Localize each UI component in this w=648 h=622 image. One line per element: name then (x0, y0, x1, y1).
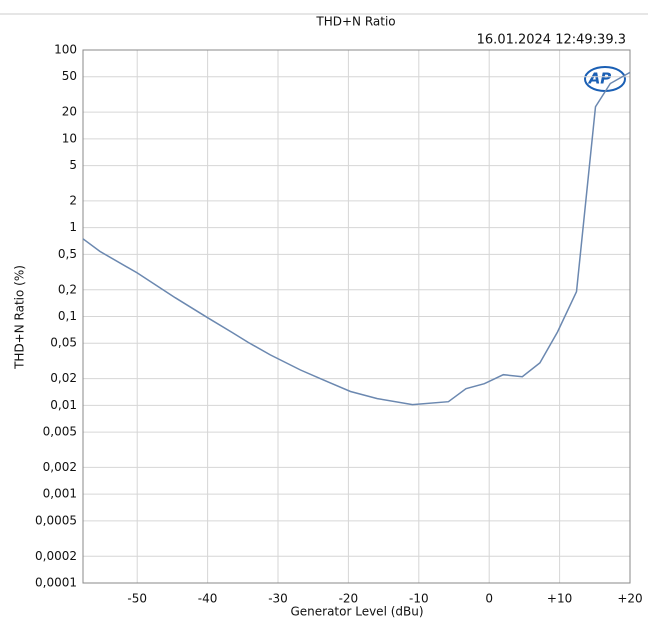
y-tick-label: 0,0001 (35, 576, 77, 590)
y-tick-label: 1 (69, 220, 77, 234)
data-line (82, 71, 631, 406)
plot-frame (82, 49, 631, 584)
y-tick-label: 0,005 (43, 425, 77, 439)
y-tick-label: 0,1 (58, 309, 77, 323)
y-tick-label: 0,0002 (35, 549, 77, 563)
y-tick-label: 0,5 (58, 247, 77, 261)
y-tick-label: 2 (69, 193, 77, 207)
y-axis-label: THD+N Ratio (%) (13, 265, 27, 370)
x-axis-label: Generator Level (dBu) (290, 605, 423, 619)
x-tick-label: -10 (409, 592, 429, 606)
x-tick-label: +10 (547, 592, 572, 606)
y-tick-label: 100 (54, 43, 77, 57)
y-tick-label: 0,0005 (35, 513, 77, 527)
x-tick-label: -30 (268, 592, 288, 606)
chart-title: THD+N Ratio (315, 15, 395, 29)
y-tick-label: 50 (62, 69, 77, 83)
y-tick-label: 5 (69, 158, 77, 172)
y-tick-label: 0,001 (43, 487, 77, 501)
y-tick-label: 0,02 (50, 371, 77, 385)
x-tick-label: -50 (127, 592, 147, 606)
y-tick-label: 20 (62, 105, 77, 119)
timestamp: 16.01.2024 12:49:39.3 (477, 33, 626, 48)
y-tick-label: 0,2 (58, 282, 77, 296)
y-tick-label: 0,002 (43, 460, 77, 474)
y-tick-label: 0,05 (50, 336, 77, 350)
logo-text: AP (588, 70, 612, 88)
x-tick-label: -40 (198, 592, 218, 606)
x-tick-label: -20 (339, 592, 359, 606)
y-tick-label: 0,01 (50, 398, 77, 412)
x-tick-label: +20 (617, 592, 642, 606)
x-tick-label: 0 (485, 592, 493, 606)
y-tick-label: 10 (62, 131, 77, 145)
